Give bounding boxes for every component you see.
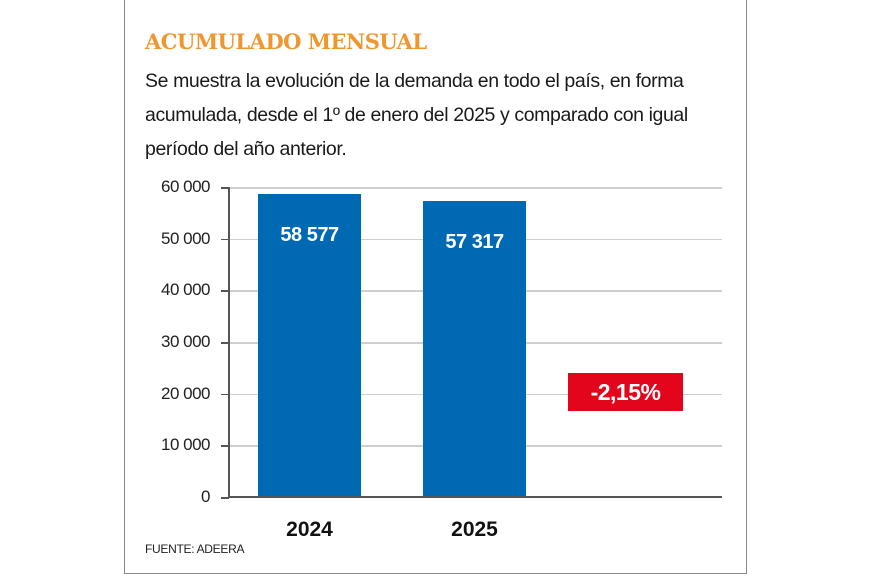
bar-2025: [423, 200, 526, 497]
chart-frame: [124, 0, 747, 574]
y-tick-mark: [221, 445, 229, 447]
bar-2024: [258, 194, 361, 497]
bar-value-label: 58 577: [280, 224, 339, 247]
x-axis: [228, 496, 722, 498]
chart-title: ACUMULADO MENSUAL: [145, 29, 427, 54]
y-axis: [228, 187, 230, 497]
y-tick-mark: [221, 238, 229, 241]
source-note: FUENTE: ADEERA: [145, 542, 245, 556]
y-tick-label: 20 000: [161, 383, 211, 403]
gridline: [228, 187, 722, 189]
y-tick-label: 10 000: [161, 435, 211, 455]
chart-subtitle: Se muestra la evolución de la demanda en…: [145, 70, 688, 160]
y-tick-label: 60 000: [161, 177, 211, 196]
y-tick-mark: [221, 187, 229, 189]
y-tick-label: 0: [201, 487, 210, 506]
y-tick-label: 50 000: [161, 228, 211, 248]
y-tick-mark: [221, 342, 229, 344]
y-tick-label: 30 000: [161, 332, 211, 351]
y-tick-mark: [221, 393, 229, 396]
y-tick-label: 40 000: [161, 280, 211, 300]
x-tick-label: 2024: [286, 518, 333, 541]
change-badge: -2,15%: [568, 373, 683, 411]
bar-value-label: 57 317: [445, 230, 504, 253]
y-tick-mark: [221, 290, 229, 292]
y-tick-mark: [221, 497, 229, 499]
x-tick-label: 2025: [451, 518, 498, 541]
